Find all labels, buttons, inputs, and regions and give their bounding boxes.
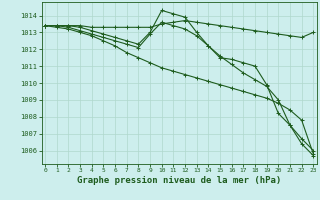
X-axis label: Graphe pression niveau de la mer (hPa): Graphe pression niveau de la mer (hPa) bbox=[77, 176, 281, 185]
